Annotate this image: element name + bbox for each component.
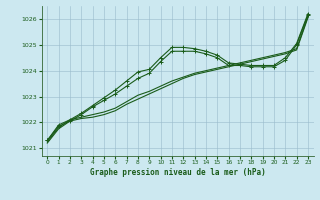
X-axis label: Graphe pression niveau de la mer (hPa): Graphe pression niveau de la mer (hPa) [90, 168, 266, 177]
